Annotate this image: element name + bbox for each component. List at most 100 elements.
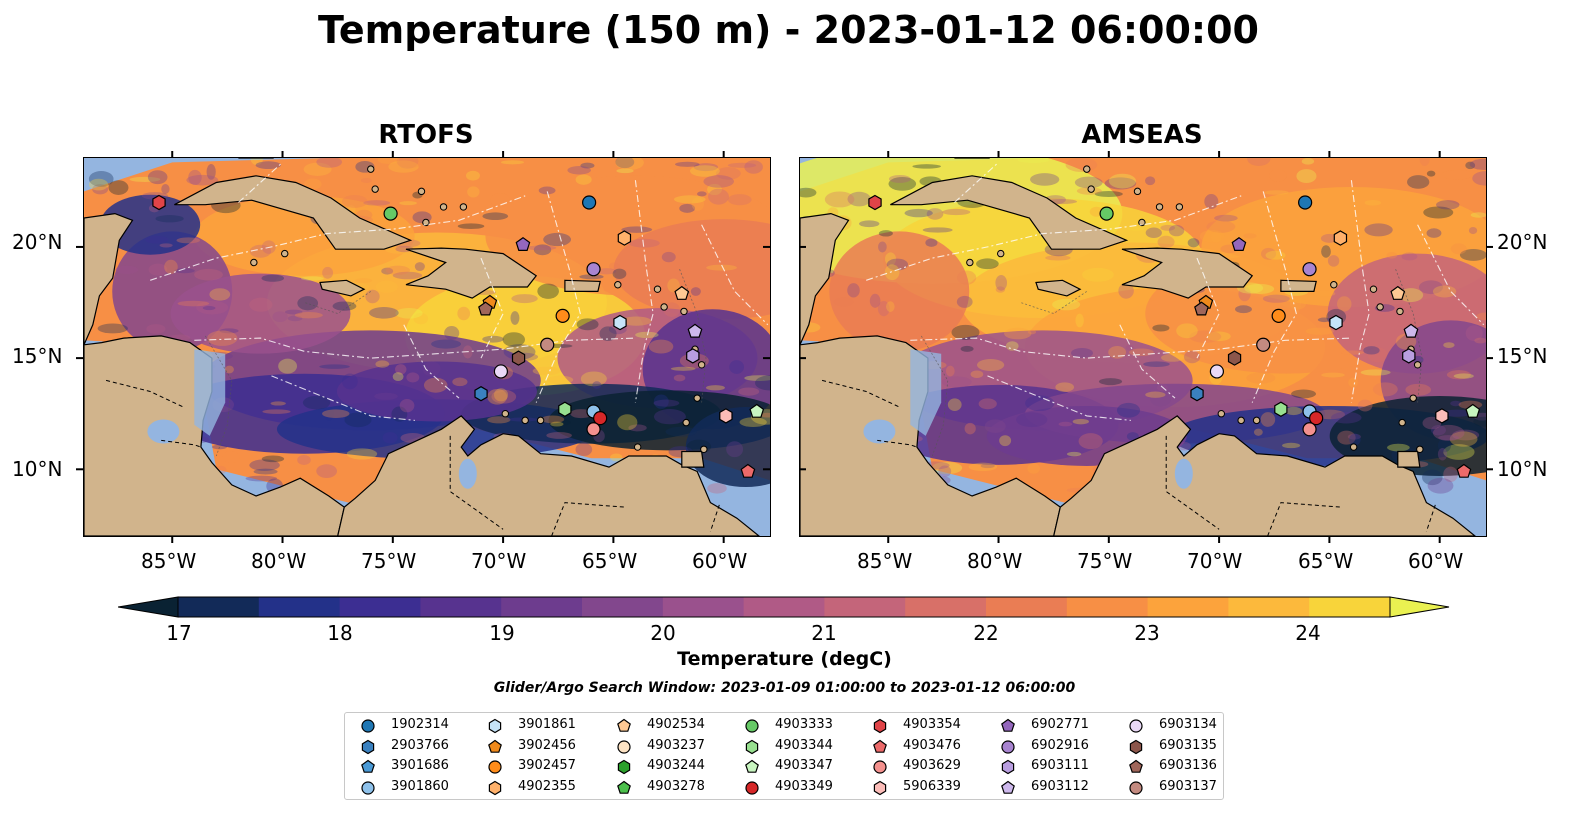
- panel-title-rtofs: RTOFS: [378, 120, 474, 150]
- legend-label: 4903278: [647, 778, 705, 794]
- land-yucatan: [84, 212, 134, 346]
- legend-swatch[interactable]: [745, 759, 759, 773]
- observation-marker-6903134[interactable]: [1209, 364, 1224, 379]
- hexagon-marker-icon: [488, 718, 502, 734]
- lon-tick-label: 85°W: [141, 549, 197, 573]
- observation-marker-6903134[interactable]: [493, 364, 508, 379]
- legend-swatch[interactable]: [361, 759, 375, 773]
- legend-label: 4903476: [903, 737, 961, 753]
- colorbar-segment: [986, 597, 1068, 617]
- observation-marker-4902355[interactable]: [1333, 230, 1348, 246]
- pentagon-marker-icon: [1129, 759, 1143, 773]
- lon-tick-label: 65°W: [1298, 549, 1354, 573]
- observation-marker-3901861[interactable]: [613, 314, 627, 331]
- observation-marker-6902916[interactable]: [586, 262, 601, 277]
- legend-swatch[interactable]: [1129, 759, 1143, 773]
- observation-marker-6903135[interactable]: [1227, 350, 1242, 366]
- observation-marker-6902771[interactable]: [515, 236, 531, 252]
- observation-marker-4903333[interactable]: [1099, 206, 1114, 221]
- legend-swatch[interactable]: [745, 739, 759, 754]
- map-rtofs[interactable]: [83, 157, 771, 537]
- observation-marker-4903344[interactable]: [1274, 401, 1288, 417]
- observation-marker-1902314[interactable]: [1298, 195, 1313, 210]
- observation-marker-4903333[interactable]: [383, 206, 398, 221]
- colorbar-tick-label: 18: [327, 621, 353, 645]
- land-yucatan: [800, 212, 850, 346]
- observation-marker-4903629[interactable]: [1302, 422, 1317, 437]
- legend-swatch[interactable]: [1129, 780, 1143, 795]
- legend-swatch[interactable]: [745, 719, 759, 733]
- observation-marker-4902355[interactable]: [617, 230, 632, 246]
- observation-marker-6903111[interactable]: [686, 348, 700, 364]
- legend-label: 4903629: [903, 758, 961, 773]
- legend-swatch[interactable]: [488, 760, 502, 774]
- observation-marker-6903136[interactable]: [1194, 301, 1209, 316]
- legend-swatch[interactable]: [488, 739, 502, 753]
- island: [653, 285, 662, 293]
- map-canvas[interactable]: [800, 158, 1486, 536]
- observation-marker-6902771[interactable]: [1231, 236, 1247, 252]
- lat-tick-label: 10°N: [12, 457, 63, 481]
- observation-marker-6903111[interactable]: [1402, 348, 1416, 364]
- legend-swatch[interactable]: [617, 780, 631, 794]
- legend-swatch[interactable]: [1129, 719, 1143, 733]
- legend-swatch[interactable]: [1129, 739, 1143, 754]
- observation-marker-6903137[interactable]: [1256, 337, 1271, 352]
- observation-marker-6903112[interactable]: [1403, 323, 1419, 338]
- legend-swatch[interactable]: [361, 739, 375, 754]
- observation-marker-4903476[interactable]: [1456, 463, 1472, 478]
- observation-marker-4903344[interactable]: [558, 401, 572, 417]
- legend-swatch[interactable]: [488, 718, 502, 734]
- legend-swatch[interactable]: [1001, 739, 1015, 754]
- map-amseas[interactable]: [799, 157, 1487, 537]
- observation-marker-3901861[interactable]: [1329, 314, 1343, 331]
- legend-label: 4903244: [647, 758, 705, 773]
- colorbar-segment: [582, 597, 664, 617]
- observation-marker-4903349[interactable]: [1309, 411, 1324, 426]
- observation-marker-1902314[interactable]: [582, 195, 597, 210]
- observation-marker-6902916[interactable]: [1302, 262, 1317, 277]
- island: [439, 203, 448, 211]
- observation-marker-6903136[interactable]: [478, 301, 493, 316]
- observation-marker-4903629[interactable]: [586, 422, 601, 437]
- legend-swatch[interactable]: [617, 718, 631, 732]
- observation-marker-4902534[interactable]: [674, 285, 690, 300]
- legend-swatch[interactable]: [745, 780, 759, 795]
- observation-marker-4903476[interactable]: [740, 463, 756, 478]
- observation-marker-2903766[interactable]: [1190, 386, 1204, 402]
- observation-marker-5906339[interactable]: [1435, 408, 1449, 424]
- legend-swatch[interactable]: [617, 759, 631, 775]
- observation-marker-3902457[interactable]: [1271, 308, 1286, 323]
- island: [417, 187, 426, 196]
- legend-swatch[interactable]: [1001, 780, 1015, 794]
- island: [281, 249, 289, 258]
- observation-marker-2903766[interactable]: [474, 386, 488, 402]
- observation-marker-3902457[interactable]: [555, 308, 570, 323]
- observation-marker-6903135[interactable]: [511, 350, 526, 366]
- observation-marker-4902534[interactable]: [1390, 285, 1406, 300]
- island: [1138, 218, 1146, 227]
- observation-marker-4903349[interactable]: [593, 411, 608, 426]
- map-canvas[interactable]: [84, 158, 770, 536]
- observation-marker-4903347[interactable]: [749, 403, 765, 418]
- pentagon-marker-icon: [1001, 780, 1015, 794]
- observation-marker-4903347[interactable]: [1465, 403, 1481, 418]
- observation-marker-6903137[interactable]: [540, 337, 555, 352]
- legend-label: 6903136: [1159, 758, 1217, 773]
- observation-marker-4903354[interactable]: [868, 194, 882, 211]
- legend-swatch[interactable]: [873, 780, 887, 795]
- circle-marker-icon: [745, 780, 759, 795]
- legend-swatch[interactable]: [1001, 759, 1015, 775]
- legend-swatch[interactable]: [617, 739, 631, 754]
- hexagon-marker-icon: [361, 739, 375, 754]
- observation-marker-5906339[interactable]: [719, 408, 733, 424]
- legend-swatch[interactable]: [361, 719, 375, 733]
- legend-swatch[interactable]: [873, 760, 887, 774]
- legend-swatch[interactable]: [1001, 718, 1015, 732]
- observation-marker-6903112[interactable]: [687, 323, 703, 338]
- legend-swatch[interactable]: [873, 739, 887, 753]
- observation-marker-4903354[interactable]: [152, 194, 166, 211]
- legend-swatch[interactable]: [488, 780, 502, 795]
- legend-swatch[interactable]: [361, 780, 375, 795]
- legend-swatch[interactable]: [873, 718, 887, 734]
